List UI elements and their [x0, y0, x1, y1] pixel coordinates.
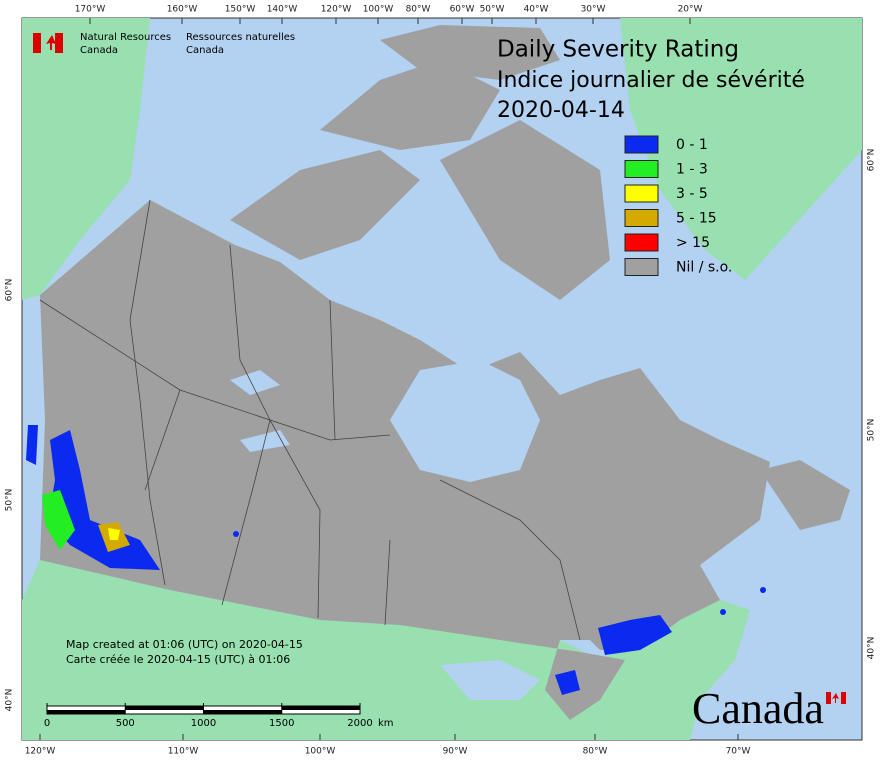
title: Daily Severity Rating	[497, 37, 739, 63]
flag-bar	[826, 692, 831, 704]
scale-label: 2000	[347, 718, 372, 729]
flag-bar	[841, 692, 846, 704]
scale-label: 1500	[269, 718, 294, 729]
latitude-label: 60°N	[867, 149, 877, 172]
scale-unit: km	[378, 718, 394, 729]
rating-area	[760, 587, 766, 593]
note: Map created at 01:06 (UTC) on 2020-04-15	[66, 638, 303, 651]
flag-leaf	[832, 693, 839, 703]
canada-mainland	[40, 200, 770, 720]
arctic-island-1	[230, 150, 420, 260]
legend-swatch	[624, 184, 659, 203]
latitude-label: 50°N	[5, 489, 15, 512]
rating-areas	[26, 425, 766, 695]
longitude-label: 30°W	[581, 5, 606, 15]
scale-bar-segment	[125, 706, 204, 710]
flag-bar	[55, 33, 63, 53]
latitude-label: 50°N	[867, 419, 877, 442]
border	[384, 539, 391, 626]
scale-bar: 0 500 1000 1500 2000 km	[44, 703, 394, 729]
longitude-label: 80°W	[583, 747, 608, 757]
legend-swatch	[624, 233, 659, 252]
scale-label: 1000	[191, 718, 216, 729]
ellesmere-island	[380, 25, 560, 80]
legend-label: 0 - 1	[676, 137, 708, 153]
legend-swatch	[624, 258, 659, 276]
org-fr: Canada	[186, 45, 224, 56]
border	[144, 389, 181, 491]
latitude-label: 60°N	[5, 279, 15, 302]
canada-wordmark: Canada	[692, 684, 824, 733]
longitude-label: 60°W	[450, 5, 475, 15]
rating-area	[26, 425, 38, 465]
scale-bar-segment	[281, 706, 360, 710]
legend-label: Nil / s.o.	[676, 260, 732, 276]
scale-label: 0	[44, 718, 50, 729]
longitude-label: 100°W	[363, 5, 394, 15]
land	[22, 18, 862, 740]
border	[129, 199, 166, 586]
rating-area	[108, 528, 120, 540]
subtitle: Indice journalier de sévérité	[497, 68, 805, 93]
legend: 0 - 1 1 - 3 3 - 5 5 - 15 > 15 Nil / s.o.	[624, 135, 732, 276]
longitude-label: 170°W	[75, 5, 106, 15]
longitude-label: 20°W	[678, 5, 703, 15]
newfoundland	[760, 460, 850, 530]
legend-label: 5 - 15	[676, 211, 717, 227]
rating-area	[42, 490, 75, 550]
alaska	[22, 18, 150, 300]
rating-area	[233, 531, 239, 537]
legend-label: 1 - 3	[676, 162, 708, 178]
scale-label: 500	[116, 718, 135, 729]
legend-label: > 15	[676, 235, 710, 251]
longitude-label: 100°W	[305, 747, 336, 757]
legend-swatch	[624, 135, 659, 154]
longitude-label: 90°W	[443, 747, 468, 757]
province-borders	[39, 199, 581, 641]
flag-leaf	[46, 35, 56, 50]
date: 2020-04-14	[497, 98, 625, 123]
latitude-label: 40°N	[867, 637, 877, 660]
arctic-island-2	[320, 60, 500, 150]
flag-bar	[33, 33, 41, 53]
legend-label: 3 - 5	[676, 186, 708, 202]
rating-area	[555, 670, 580, 695]
border	[269, 419, 321, 619]
scale-bar-segment	[203, 710, 282, 714]
longitude-label: 160°W	[167, 5, 198, 15]
great-bear-lake	[230, 370, 280, 395]
header: Natural Resources Canada Ressources natu…	[33, 32, 295, 56]
longitude-label: 120°W	[25, 747, 56, 757]
longitude-label: 50°W	[480, 5, 505, 15]
longitude-label: 140°W	[267, 5, 298, 15]
longitude-label: 110°W	[168, 747, 199, 757]
border	[39, 299, 391, 441]
org-en: Canada	[80, 45, 118, 56]
rating-area	[598, 615, 672, 655]
longitude-label: 150°W	[225, 5, 256, 15]
scale-bar-segment	[47, 710, 126, 714]
legend-swatch	[624, 160, 659, 178]
rating-area	[48, 430, 160, 570]
longitude-label: 70°W	[726, 747, 751, 757]
note: Carte créée le 2020-04-15 (UTC) à 01:06	[66, 653, 290, 666]
latitude-label: 40°N	[5, 689, 15, 712]
rating-area	[720, 609, 726, 615]
wordmark: Canada	[692, 684, 846, 733]
graticule-labels: 170°W 160°W 150°W 140°W 120°W 100°W 80°W 60°W 50…	[5, 5, 877, 757]
border	[439, 479, 581, 641]
border	[329, 299, 336, 441]
longitude-label: 40°W	[524, 5, 549, 15]
org-en: Natural Resources	[80, 32, 171, 43]
org-fr: Ressources naturelles	[186, 32, 295, 43]
legend-swatch	[624, 209, 659, 227]
great-lakes	[440, 660, 540, 700]
baffin-island	[440, 120, 610, 300]
longitude-label: 120°W	[321, 5, 352, 15]
longitude-label: 80°W	[406, 5, 431, 15]
greenland	[620, 18, 862, 280]
hudson-bay	[390, 360, 540, 482]
